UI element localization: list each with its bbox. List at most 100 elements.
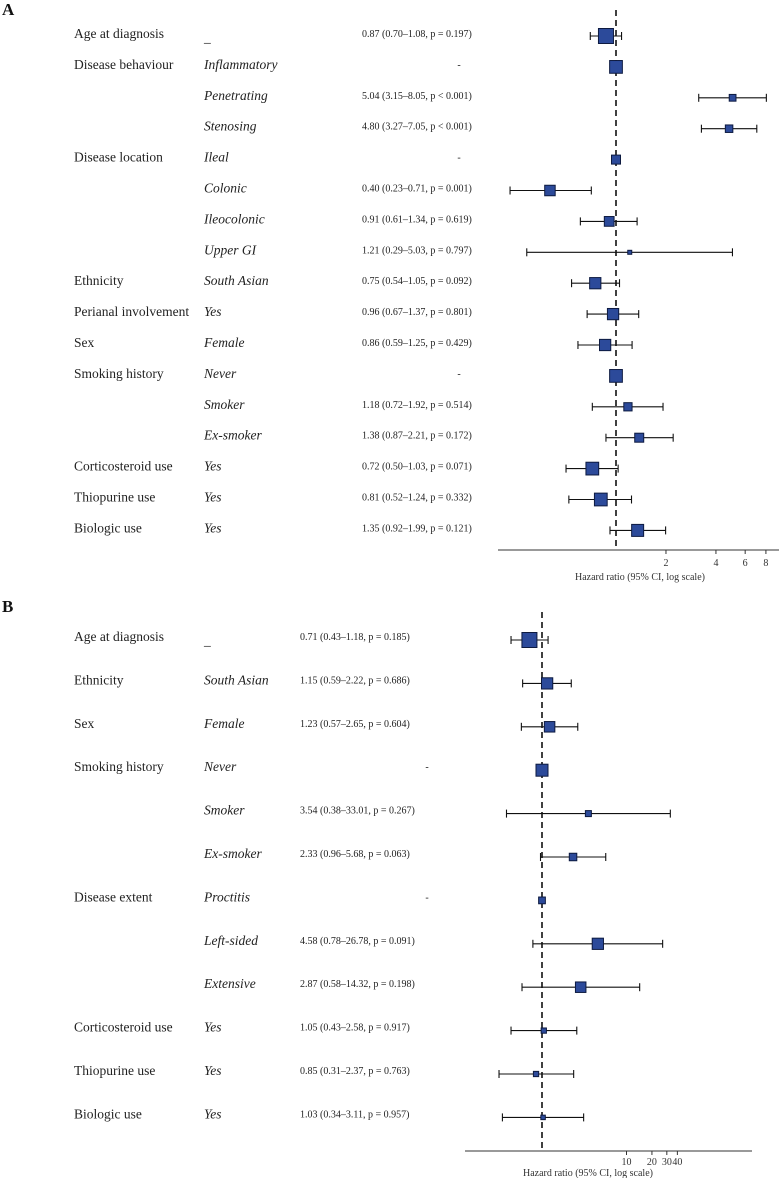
hr-marker bbox=[540, 1114, 546, 1121]
variable-label: Smoking history bbox=[74, 366, 164, 381]
level-label: Extensive bbox=[203, 976, 256, 991]
hr-marker bbox=[597, 28, 614, 44]
estimate-text: 1.15 (0.59–2.22, p = 0.686) bbox=[300, 675, 410, 686]
variable-label: Sex bbox=[74, 716, 95, 731]
hr-marker bbox=[634, 432, 645, 443]
estimate-text: 2.33 (0.96–5.68, p = 0.063) bbox=[300, 849, 410, 860]
level-label: Stenosing bbox=[204, 119, 257, 134]
hr-marker bbox=[599, 338, 612, 352]
variable-label: Corticosteroid use bbox=[74, 1020, 173, 1035]
variable-label: Disease extent bbox=[74, 889, 153, 904]
estimate-text: 0.86 (0.59–1.25, p = 0.429) bbox=[362, 338, 472, 349]
level-label: Ex-smoker bbox=[203, 846, 262, 861]
hr-marker bbox=[521, 632, 538, 648]
hr-marker bbox=[631, 523, 645, 537]
level-label: Never bbox=[203, 366, 237, 381]
hr-marker bbox=[540, 1027, 547, 1034]
estimate-text: 1.23 (0.57–2.65, p = 0.604) bbox=[300, 719, 410, 730]
variable-label: Disease location bbox=[74, 150, 163, 165]
level-label: Upper GI bbox=[204, 242, 258, 257]
x-tick-label: 40 bbox=[672, 1157, 682, 1168]
level-label: Yes bbox=[204, 1020, 222, 1035]
x-tick-label: 8 bbox=[763, 558, 768, 569]
variable-label: Disease behaviour bbox=[74, 57, 174, 72]
panel-letter: A bbox=[2, 0, 15, 19]
estimate-text: 4.58 (0.78–26.78, p = 0.091) bbox=[300, 936, 415, 947]
estimate-text: 3.54 (0.38–33.01, p = 0.267) bbox=[300, 806, 415, 817]
variable-label: Biologic use bbox=[74, 1106, 142, 1121]
hr-marker bbox=[543, 721, 556, 733]
variable-label: Age at diagnosis bbox=[74, 26, 164, 41]
variable-label: Ethnicity bbox=[74, 273, 124, 288]
estimate-text: 0.91 (0.61–1.34, p = 0.619) bbox=[362, 214, 472, 225]
level-label: Smoker bbox=[204, 803, 245, 818]
level-label: Smoker bbox=[204, 397, 245, 412]
x-tick-label: 2 bbox=[663, 558, 668, 569]
level-label: Proctitis bbox=[203, 889, 250, 904]
estimate-text: 5.04 (3.15–8.05, p < 0.001) bbox=[362, 91, 472, 102]
variable-label: Biologic use bbox=[74, 520, 142, 535]
estimate-text: 0.96 (0.67–1.37, p = 0.801) bbox=[362, 307, 472, 318]
variable-label: Thiopurine use bbox=[74, 1063, 155, 1078]
level-label: Yes bbox=[204, 1063, 222, 1078]
hr-marker bbox=[544, 184, 556, 197]
panel-letter: B bbox=[2, 597, 13, 616]
hr-marker bbox=[623, 402, 633, 412]
level-label: South Asian bbox=[204, 273, 269, 288]
level-label: _ bbox=[203, 633, 211, 648]
hr-marker bbox=[593, 492, 608, 507]
estimate-text: 4.80 (3.27–7.05, p < 0.001) bbox=[362, 122, 472, 133]
level-label: South Asian bbox=[204, 672, 269, 687]
variable-label: Ethnicity bbox=[74, 672, 124, 687]
hr-marker bbox=[591, 937, 604, 950]
estimate-text: - bbox=[457, 60, 460, 71]
level-label: Female bbox=[203, 335, 244, 350]
variable-label: Perianal involvement bbox=[74, 304, 189, 319]
x-tick-label: 6 bbox=[743, 558, 748, 569]
x-tick-label: 30 bbox=[662, 1157, 672, 1168]
hr-marker bbox=[609, 60, 623, 74]
level-label: Ex-smoker bbox=[203, 428, 262, 443]
estimate-text: - bbox=[425, 762, 428, 773]
level-label: Yes bbox=[204, 459, 222, 474]
hr-marker bbox=[606, 307, 620, 321]
hr-marker bbox=[574, 981, 587, 993]
estimate-text: - bbox=[457, 369, 460, 380]
hr-marker bbox=[603, 216, 615, 227]
estimate-text: - bbox=[425, 892, 428, 903]
estimate-text: 0.85 (0.31–2.37, p = 0.763) bbox=[300, 1066, 410, 1077]
hr-marker bbox=[585, 461, 600, 476]
estimate-text: - bbox=[457, 153, 460, 164]
hr-marker bbox=[611, 154, 621, 165]
hr-marker bbox=[532, 1070, 540, 1078]
level-label: Female bbox=[203, 716, 244, 731]
hr-marker bbox=[609, 369, 623, 383]
estimate-text: 1.03 (0.34–3.11, p = 0.957) bbox=[300, 1109, 409, 1120]
hr-marker bbox=[724, 124, 734, 133]
level-label: Ileal bbox=[203, 150, 229, 165]
hr-marker bbox=[568, 852, 578, 862]
level-label: Yes bbox=[204, 304, 222, 319]
variable-label: Smoking history bbox=[74, 759, 164, 774]
hr-marker bbox=[589, 277, 602, 290]
hr-marker bbox=[538, 896, 546, 905]
estimate-text: 1.18 (0.72–1.92, p = 0.514) bbox=[362, 400, 472, 411]
x-axis-label: Hazard ratio (95% CI, log scale) bbox=[523, 1168, 653, 1178]
level-label: Yes bbox=[204, 1106, 222, 1121]
level-label: Penetrating bbox=[203, 88, 268, 103]
level-label: Inflammatory bbox=[203, 57, 278, 72]
variable-label: Sex bbox=[74, 335, 95, 350]
hr-marker bbox=[535, 763, 549, 777]
x-tick-label: 4 bbox=[713, 558, 718, 569]
estimate-text: 0.87 (0.70–1.08, p = 0.197) bbox=[362, 29, 472, 40]
level-label: Left-sided bbox=[203, 933, 258, 948]
variable-label: Thiopurine use bbox=[74, 490, 155, 505]
hr-marker bbox=[541, 677, 554, 690]
hr-marker bbox=[627, 249, 633, 255]
x-tick-label: 20 bbox=[647, 1157, 657, 1168]
x-axis-label: Hazard ratio (95% CI, log scale) bbox=[575, 572, 705, 583]
estimate-text: 1.05 (0.43–2.58, p = 0.917) bbox=[300, 1023, 410, 1034]
estimate-text: 0.72 (0.50–1.03, p = 0.071) bbox=[362, 462, 472, 473]
hr-marker bbox=[584, 810, 592, 818]
